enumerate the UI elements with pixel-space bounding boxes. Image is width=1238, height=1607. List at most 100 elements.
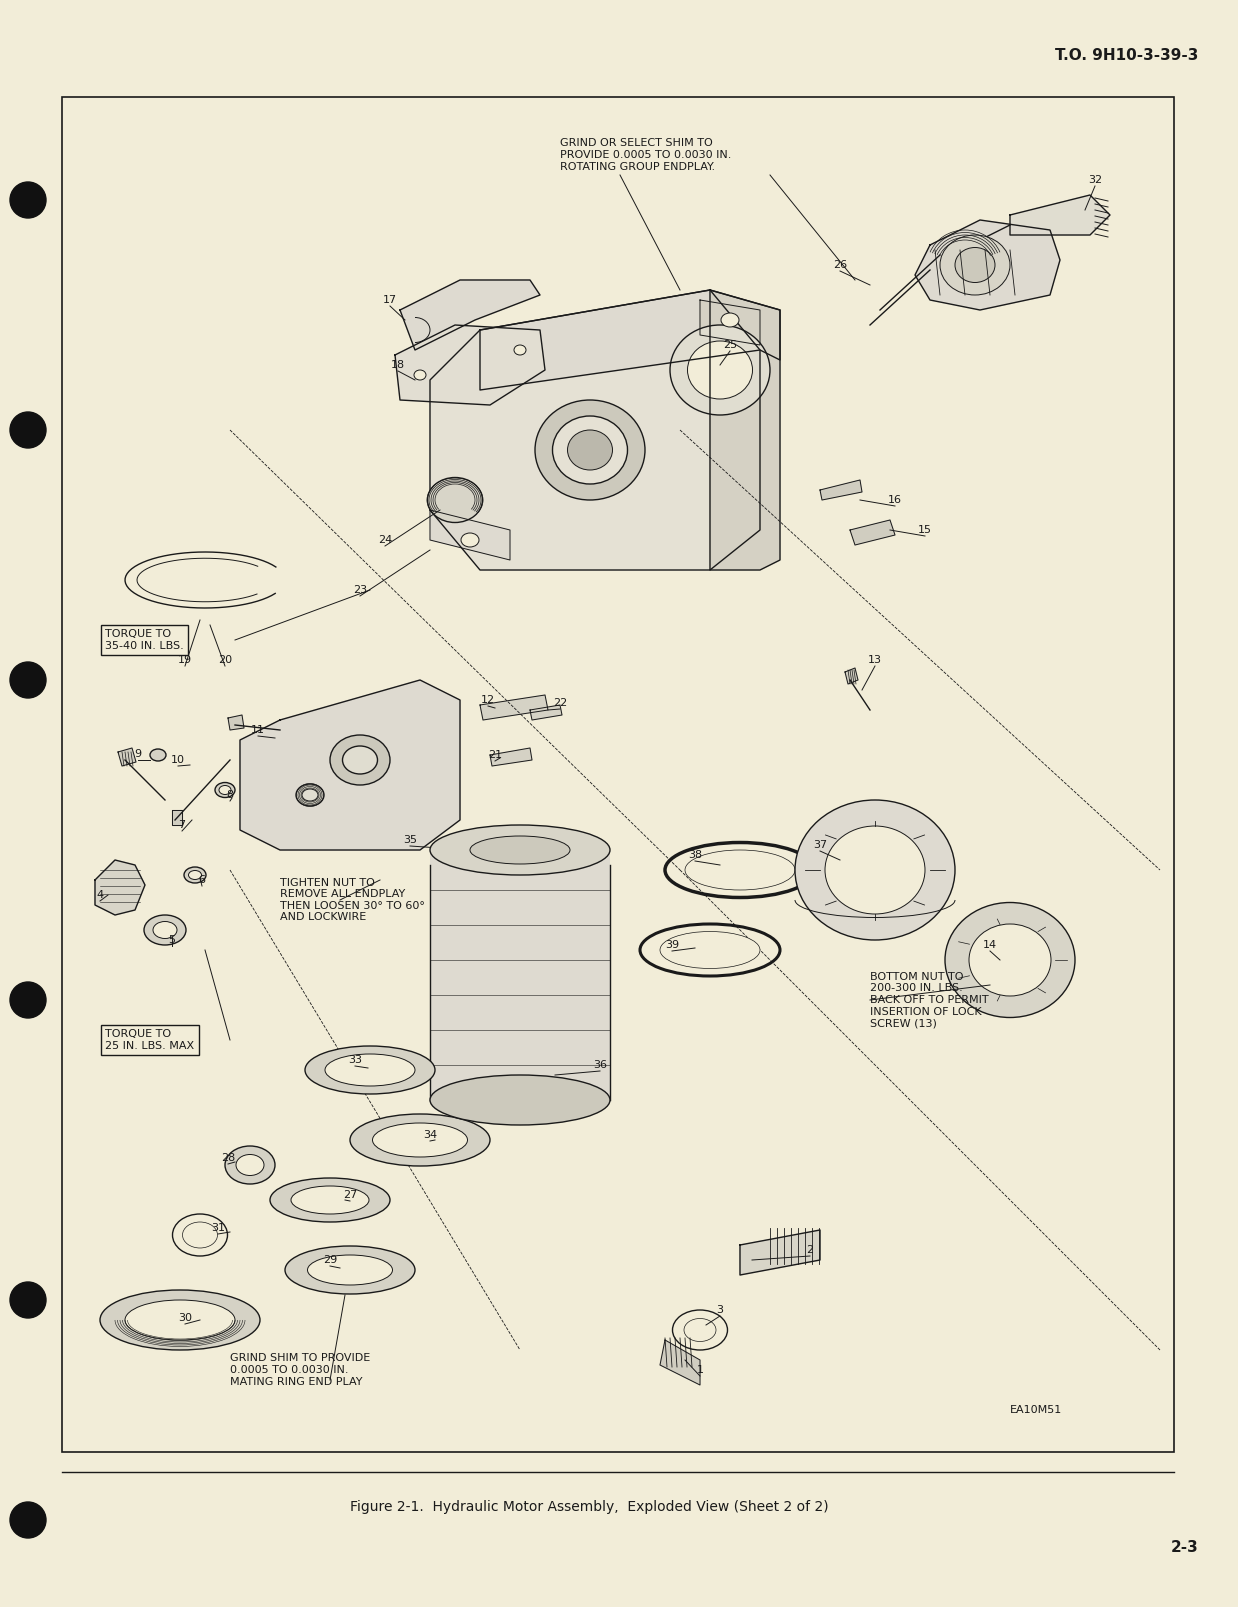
Ellipse shape [154,921,177,938]
Text: BOTTOM NUT TO
200-300 IN. LBS.
BACK OFF TO PERMIT
INSERTION OF LOCK
SCREW (13): BOTTOM NUT TO 200-300 IN. LBS. BACK OFF … [870,972,989,1028]
Ellipse shape [413,370,426,379]
Polygon shape [660,1340,699,1385]
Circle shape [10,662,46,697]
Text: EA10M51: EA10M51 [1010,1405,1062,1416]
Polygon shape [846,669,858,685]
Text: 14: 14 [983,940,997,950]
Text: 15: 15 [919,525,932,535]
Text: 16: 16 [888,495,903,505]
Ellipse shape [660,932,760,969]
Ellipse shape [685,850,795,890]
Text: 33: 33 [348,1056,361,1065]
Text: 35: 35 [404,836,417,845]
Ellipse shape [188,871,202,879]
Polygon shape [400,280,540,350]
Ellipse shape [296,784,324,807]
Text: 6: 6 [198,874,206,885]
Text: 19: 19 [178,656,192,665]
Polygon shape [915,220,1060,310]
Text: 17: 17 [383,296,397,305]
Ellipse shape [430,824,610,874]
Ellipse shape [219,786,232,794]
Polygon shape [480,289,780,391]
Ellipse shape [427,477,483,522]
Text: 36: 36 [593,1061,607,1070]
Bar [430,850,610,1101]
Text: T.O. 9H10-3-39-3: T.O. 9H10-3-39-3 [1055,48,1198,63]
Polygon shape [95,860,145,914]
Text: 28: 28 [220,1152,235,1163]
Text: 13: 13 [868,656,881,665]
Text: 1: 1 [697,1364,703,1376]
Ellipse shape [795,800,954,940]
Ellipse shape [430,1075,610,1125]
Text: TIGHTEN NUT TO
REMOVE ALL ENDPLAY
THEN LOOSEN 30° TO 60°
AND LOCKWIRE: TIGHTEN NUT TO REMOVE ALL ENDPLAY THEN L… [280,877,425,922]
Ellipse shape [670,325,770,415]
Text: 21: 21 [488,750,503,760]
Ellipse shape [825,826,925,914]
Polygon shape [240,680,461,850]
Ellipse shape [270,1178,390,1221]
Ellipse shape [100,1290,260,1350]
Text: 2: 2 [806,1245,813,1255]
Ellipse shape [307,1255,392,1286]
Ellipse shape [144,914,186,945]
Bar [62,96,1174,1453]
Ellipse shape [184,868,206,882]
Polygon shape [1010,194,1110,235]
Text: GRIND SHIM TO PROVIDE
0.0005 TO 0.0030 IN.
MATING RING END PLAY: GRIND SHIM TO PROVIDE 0.0005 TO 0.0030 I… [230,1353,370,1387]
Polygon shape [430,509,510,559]
Text: 22: 22 [553,697,567,709]
Ellipse shape [721,313,739,326]
Text: 32: 32 [1088,175,1102,185]
Text: 8: 8 [227,791,234,800]
Text: GRIND OR SELECT SHIM TO
PROVIDE 0.0005 TO 0.0030 IN.
ROTATING GROUP ENDPLAY.: GRIND OR SELECT SHIM TO PROVIDE 0.0005 T… [560,138,732,172]
Ellipse shape [225,1146,275,1184]
Text: 24: 24 [378,535,392,545]
Text: 38: 38 [688,850,702,860]
Ellipse shape [687,341,753,399]
Polygon shape [851,521,895,545]
Ellipse shape [215,783,235,797]
Text: 37: 37 [813,840,827,850]
Ellipse shape [291,1186,369,1213]
Ellipse shape [470,836,569,865]
Text: 39: 39 [665,940,680,950]
Circle shape [10,1282,46,1318]
Ellipse shape [302,789,318,800]
Ellipse shape [326,1054,415,1086]
Text: 23: 23 [353,585,366,595]
Polygon shape [740,1229,820,1274]
Ellipse shape [940,235,1010,296]
Ellipse shape [461,534,479,546]
Text: 26: 26 [833,260,847,270]
Text: 5: 5 [168,935,176,945]
Ellipse shape [305,1046,435,1094]
Text: 20: 20 [218,656,232,665]
Ellipse shape [125,1300,235,1340]
Polygon shape [480,694,548,720]
Ellipse shape [343,746,378,775]
Polygon shape [820,480,862,500]
Ellipse shape [182,1221,218,1249]
Text: TORQUE TO
35-40 IN. LBS.: TORQUE TO 35-40 IN. LBS. [105,630,183,651]
Text: Figure 2-1.  Hydraulic Motor Assembly,  Exploded View (Sheet 2 of 2): Figure 2-1. Hydraulic Motor Assembly, Ex… [349,1499,828,1514]
Ellipse shape [236,1154,264,1175]
Polygon shape [530,705,562,720]
Polygon shape [430,289,760,570]
Text: 27: 27 [343,1191,357,1200]
Ellipse shape [150,749,166,762]
Text: 12: 12 [480,694,495,705]
Circle shape [10,1503,46,1538]
Ellipse shape [954,247,995,283]
Text: TORQUE TO
25 IN. LBS. MAX: TORQUE TO 25 IN. LBS. MAX [105,1028,194,1051]
Ellipse shape [685,1318,716,1342]
Ellipse shape [331,734,390,784]
Text: 25: 25 [723,341,737,350]
Ellipse shape [373,1123,468,1157]
Ellipse shape [552,416,628,484]
Polygon shape [172,810,182,824]
Polygon shape [395,325,545,405]
Text: 31: 31 [210,1223,225,1233]
Text: 11: 11 [251,725,265,734]
